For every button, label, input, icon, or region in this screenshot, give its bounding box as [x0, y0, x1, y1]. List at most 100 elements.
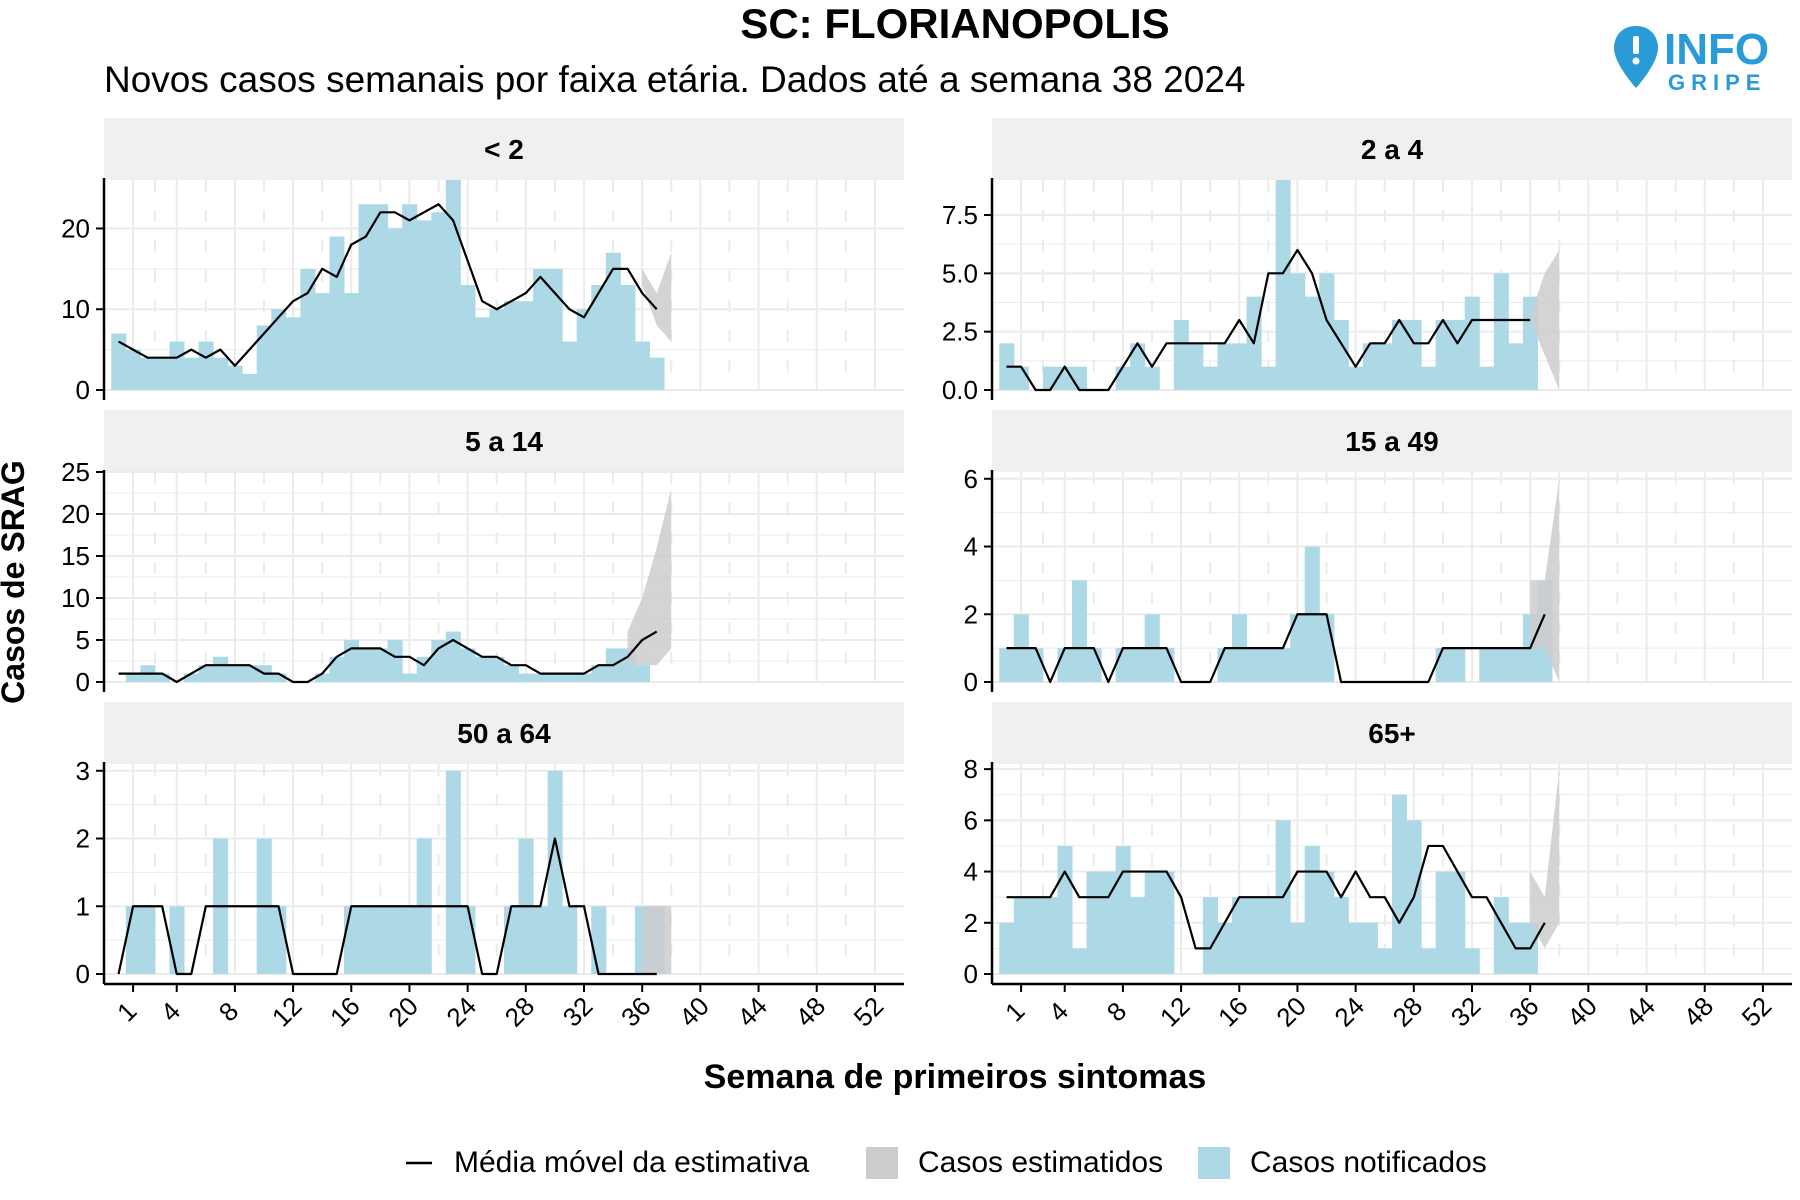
bar — [285, 317, 301, 390]
bar — [1115, 648, 1131, 682]
bar — [1290, 614, 1306, 682]
legend-item-moving-average: Média móvel da estimativa — [404, 1138, 809, 1188]
y-axis-label: Casos de SRAG — [0, 460, 31, 704]
y-tick-label: 20 — [61, 499, 90, 529]
y-tick-label: 10 — [61, 583, 90, 613]
y-tick-label: 0 — [76, 959, 90, 989]
bar — [329, 656, 345, 682]
facet-label-65plus: 65+ — [1368, 718, 1416, 749]
bar — [562, 341, 578, 390]
moving-average-line — [117, 837, 657, 976]
x-tick-label: 40 — [673, 991, 715, 1033]
legend-label-estimated: Casos estimatidos — [918, 1146, 1164, 1179]
bar — [576, 309, 592, 390]
bar — [300, 268, 316, 390]
y-tick-label: 5.0 — [942, 258, 978, 288]
moving-average-line — [1006, 613, 1546, 684]
bar — [1435, 871, 1451, 974]
y-tick-label: 2 — [76, 824, 90, 854]
legend-label-moving-average: Média móvel da estimativa — [454, 1146, 810, 1179]
bar — [1072, 580, 1088, 682]
moving-average-line — [118, 630, 658, 684]
legend-item-notified: Casos notificados — [1198, 1138, 1487, 1188]
y-tick-label: 2.5 — [942, 317, 978, 347]
x-tick-label: 32 — [1445, 991, 1487, 1033]
bar — [474, 317, 490, 390]
facet-strip-2-a-4 — [992, 118, 1792, 180]
bar — [1508, 343, 1524, 390]
bar — [634, 341, 650, 390]
y-tick-label: 2 — [964, 599, 978, 629]
y-tick-label: 3 — [76, 756, 90, 786]
bar — [125, 673, 141, 682]
chart-title: SC: FLORIANOPOLIS — [740, 0, 1170, 47]
bar — [227, 665, 243, 682]
bar — [1130, 897, 1146, 974]
estimated-band — [1530, 250, 1560, 390]
bar — [1304, 296, 1320, 390]
x-tick-label: 44 — [731, 991, 773, 1033]
facet-strip-lt-2 — [104, 118, 904, 180]
bar — [620, 285, 636, 390]
bar — [1493, 648, 1509, 682]
legend-key-estimated — [866, 1147, 898, 1179]
x-tick-label: 52 — [848, 991, 890, 1033]
y-tick-label: 0 — [964, 959, 978, 989]
bar — [1450, 871, 1466, 974]
bar — [140, 906, 156, 974]
facet-label-2-a-4: 2 a 4 — [1361, 134, 1424, 165]
facet-label-lt-2: < 2 — [484, 134, 524, 165]
bar — [1493, 273, 1509, 390]
bar — [1261, 366, 1277, 390]
bar — [605, 252, 621, 390]
bar — [518, 673, 534, 682]
bar — [1028, 897, 1044, 974]
bar — [1072, 948, 1088, 974]
bar — [154, 673, 170, 682]
notified-bars — [999, 180, 1538, 390]
notified-bars — [125, 631, 650, 682]
x-tick-label: 28 — [1387, 991, 1429, 1033]
bar — [1333, 897, 1349, 974]
bar — [373, 906, 389, 974]
y-tick-label: 4 — [964, 857, 978, 887]
bar — [1188, 343, 1204, 390]
bar — [154, 357, 170, 390]
gridlines — [104, 471, 904, 683]
y-tick-label: 8 — [964, 754, 978, 784]
bar — [1013, 897, 1029, 974]
bar — [1115, 366, 1131, 390]
bar — [358, 204, 374, 390]
x-tick-label: 4 — [1043, 996, 1074, 1027]
bar — [344, 640, 360, 682]
x-tick-label: 36 — [615, 991, 657, 1033]
bar — [373, 204, 389, 390]
moving-average-line — [1006, 844, 1546, 950]
bar — [547, 770, 563, 974]
y-tick-label: 0 — [76, 375, 90, 405]
y-tick-label: 15 — [61, 541, 90, 571]
logo-word-info: INFO — [1664, 25, 1769, 74]
moving-average-line — [1006, 248, 1531, 392]
notified-bars — [111, 180, 665, 390]
bar — [344, 293, 360, 390]
bar — [1028, 648, 1044, 682]
x-tick-label: 1 — [999, 996, 1030, 1027]
bar — [1435, 320, 1451, 390]
panel-2-a-4: 2 a 4 0.0 2.5 5.0 7.5 — [942, 118, 1792, 405]
bar — [1406, 320, 1422, 390]
bar — [445, 770, 461, 974]
bar — [1232, 343, 1248, 390]
x-tick-label: 12 — [266, 991, 308, 1033]
x-tick-label: 16 — [1212, 991, 1254, 1033]
bar — [649, 357, 665, 390]
bar — [314, 673, 330, 682]
bar — [460, 648, 476, 682]
x-axis-label: Semana de primeiros sintomas — [704, 1058, 1207, 1096]
bar — [402, 204, 418, 390]
bar — [256, 325, 272, 390]
bar — [1450, 320, 1466, 390]
bar — [402, 673, 418, 682]
bar — [198, 341, 214, 390]
